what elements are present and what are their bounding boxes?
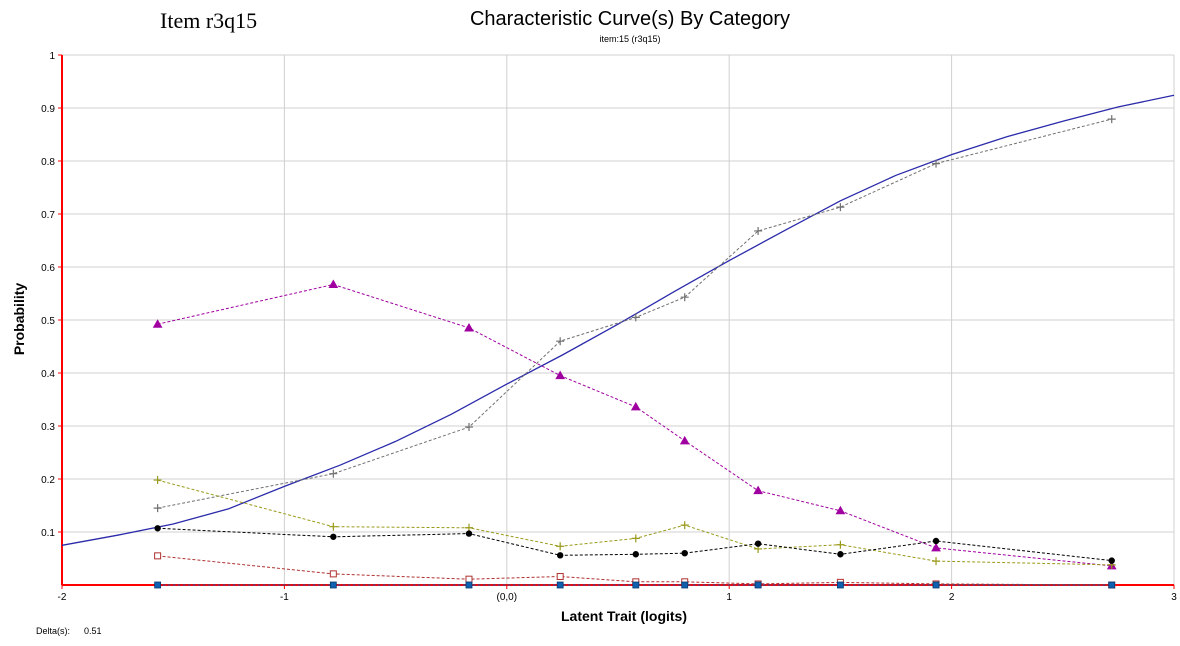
grid-lines bbox=[62, 54, 1175, 585]
y-tick-label: 0.1 bbox=[41, 528, 55, 539]
data-point bbox=[464, 322, 474, 332]
series-2 bbox=[153, 476, 1116, 569]
data-point bbox=[680, 293, 689, 302]
data-point bbox=[631, 313, 640, 322]
y-tick-label: 0.9 bbox=[41, 104, 55, 115]
data-point bbox=[1107, 115, 1116, 124]
series-line bbox=[157, 555, 1112, 586]
data-point bbox=[837, 581, 844, 589]
data-point bbox=[681, 550, 688, 557]
data-point bbox=[556, 552, 564, 559]
delta-value: 0.51 bbox=[84, 626, 102, 636]
data-point bbox=[329, 581, 337, 589]
data-point bbox=[556, 581, 564, 589]
delta-readout: Delta(s): 0.51 bbox=[36, 626, 116, 636]
data-point bbox=[681, 581, 689, 589]
data-point bbox=[837, 551, 844, 558]
data-point bbox=[329, 469, 338, 478]
axes bbox=[58, 54, 1175, 589]
data-point bbox=[154, 525, 161, 532]
x-tick-label: 3 bbox=[1171, 592, 1177, 603]
tick-labels: 0.1 0.2 0.3 0.4 0.5 0.6 0.7 0.8 0.9 1 -2 -1 (0,0) 1 2 3 bbox=[41, 51, 1177, 603]
data-point bbox=[630, 401, 641, 411]
data-point bbox=[1108, 557, 1115, 564]
data-point bbox=[153, 504, 162, 513]
data-point bbox=[932, 537, 940, 545]
series-line bbox=[157, 118, 1112, 509]
model-curve-line bbox=[61, 94, 1175, 546]
y-tick-label: 0.4 bbox=[41, 369, 55, 380]
data-point bbox=[836, 540, 845, 549]
y-axis-label: Probability bbox=[11, 283, 27, 356]
chart-title: Characteristic Curve(s) By Category bbox=[469, 8, 791, 30]
data-point bbox=[932, 159, 941, 168]
data-point bbox=[465, 581, 473, 589]
model-curve bbox=[61, 94, 1175, 546]
data-point bbox=[556, 573, 564, 581]
y-tick-label: 1 bbox=[49, 51, 55, 62]
data-point bbox=[329, 522, 338, 531]
data-point bbox=[932, 557, 941, 566]
data-point bbox=[556, 337, 565, 346]
data-point bbox=[153, 476, 162, 485]
data-point bbox=[754, 540, 762, 547]
data-point bbox=[465, 575, 473, 583]
data-point bbox=[754, 581, 762, 589]
data-point bbox=[753, 485, 763, 495]
series-line bbox=[157, 283, 1112, 567]
data-point bbox=[679, 435, 690, 445]
data-point bbox=[152, 319, 163, 328]
data-point bbox=[154, 552, 162, 560]
data-point bbox=[464, 423, 473, 432]
y-tick-label: 0.2 bbox=[41, 475, 55, 486]
y-tick-label: 0.6 bbox=[41, 263, 55, 274]
y-tick-label: 0.7 bbox=[41, 210, 55, 221]
data-point bbox=[465, 530, 473, 537]
series-5 bbox=[154, 581, 1116, 589]
series-1 bbox=[152, 279, 1117, 570]
y-tick-label: 0.8 bbox=[41, 157, 55, 168]
data-point bbox=[328, 279, 339, 288]
data-point bbox=[754, 226, 763, 235]
data-point bbox=[680, 521, 689, 530]
data-point bbox=[932, 581, 940, 589]
series-line bbox=[157, 527, 1112, 562]
delta-label: Delta(s): bbox=[36, 626, 71, 636]
data-point bbox=[631, 534, 640, 543]
data-point bbox=[329, 570, 337, 578]
data-point bbox=[1108, 581, 1116, 589]
x-axis-label: Latent Trait (logits) bbox=[561, 608, 687, 624]
x-tick-label: -1 bbox=[280, 592, 289, 603]
data-point bbox=[154, 581, 162, 589]
observed-series bbox=[152, 115, 1117, 589]
data-point bbox=[836, 203, 845, 212]
data-point bbox=[556, 542, 565, 551]
x-tick-label: (0,0) bbox=[497, 592, 518, 603]
series-3 bbox=[154, 525, 1115, 564]
chart-subtitle: item:15 (r3q15) bbox=[599, 34, 661, 44]
data-point bbox=[330, 533, 337, 540]
x-tick-label: 1 bbox=[726, 592, 732, 603]
x-tick-label: 2 bbox=[949, 592, 955, 603]
data-point bbox=[835, 505, 846, 515]
y-tick-label: 0.3 bbox=[41, 422, 55, 433]
data-point bbox=[931, 542, 941, 552]
series-0 bbox=[153, 115, 1116, 513]
x-tick-label: -2 bbox=[58, 592, 67, 603]
data-point bbox=[555, 370, 566, 380]
y-tick-label: 0.5 bbox=[41, 316, 55, 327]
data-point bbox=[632, 551, 639, 558]
series-line bbox=[157, 479, 1112, 566]
item-label: Item r3q15 bbox=[160, 8, 258, 33]
data-point bbox=[632, 581, 640, 589]
